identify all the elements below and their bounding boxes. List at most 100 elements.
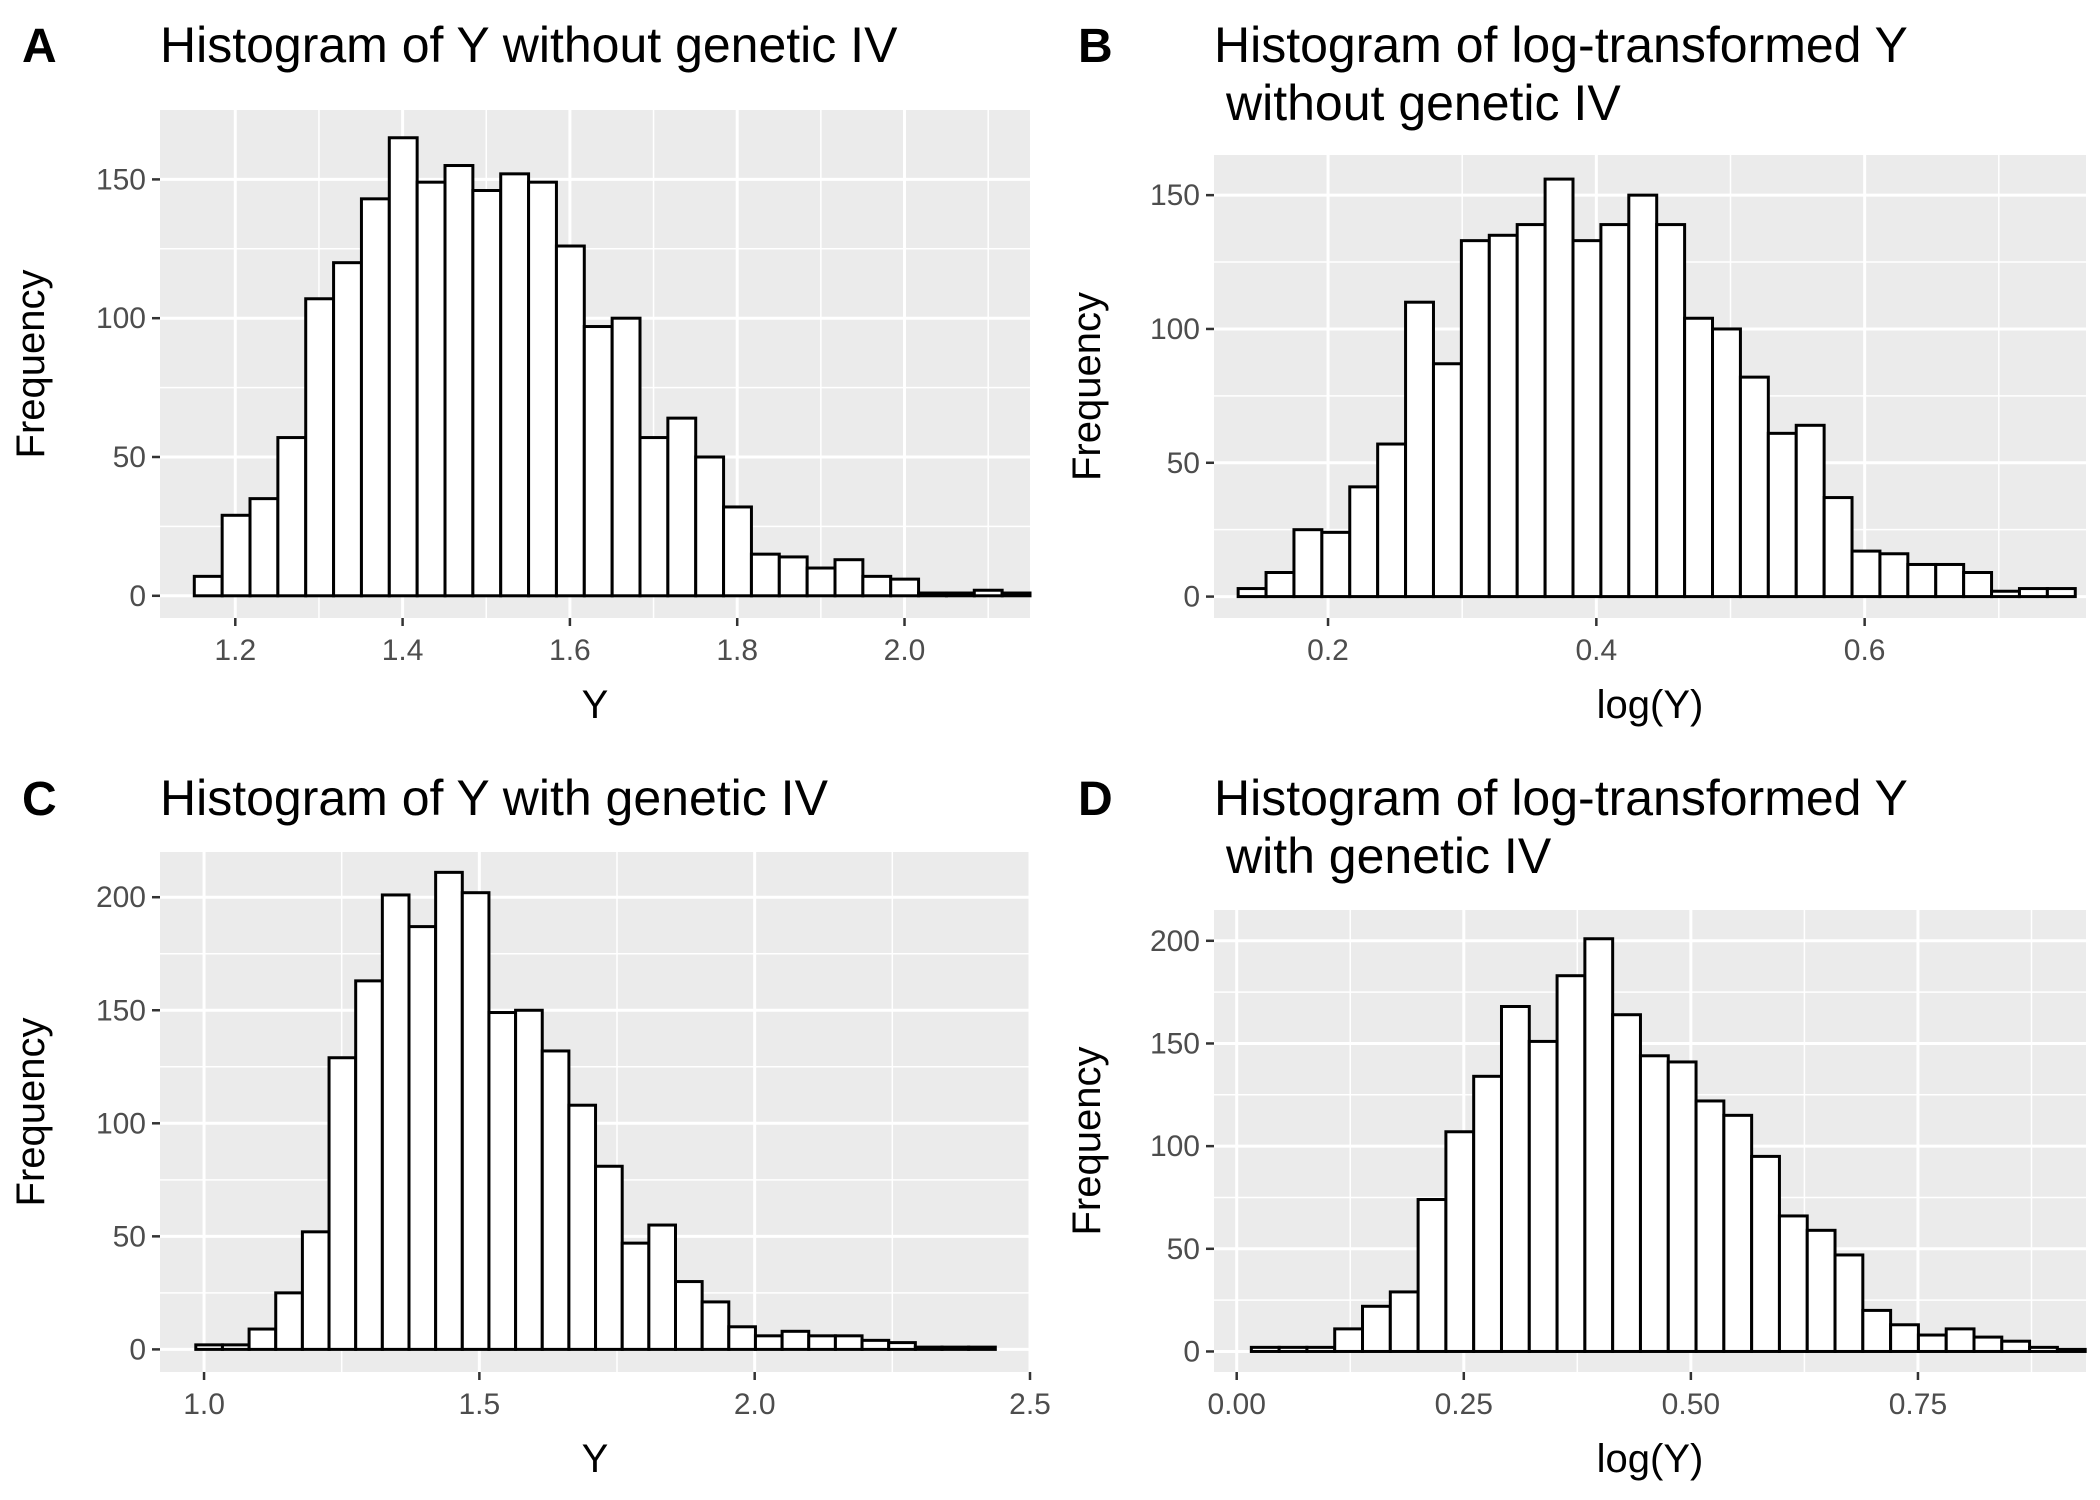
y-tick-label: 100 [1150,313,1200,346]
chart-title: Histogram of Y with genetic IV [160,770,829,826]
histogram-bar [1249,1345,1281,1353]
histogram-bar [1722,1113,1754,1353]
histogram-bar [332,261,363,598]
histogram-bar [1292,528,1324,599]
histogram-bar [620,1241,651,1351]
y-axis-label: Frequency [9,1018,53,1207]
histogram-bar [780,1329,811,1351]
histogram-bar [1527,1039,1559,1353]
histogram-bar [359,197,391,598]
histogram-bar [1627,193,1659,599]
histogram-bar [1264,571,1296,599]
histogram-bar [1990,589,2021,599]
histogram-bar [1431,362,1463,599]
histogram-bar [805,566,837,598]
histogram-bar [487,1011,518,1351]
histogram-bar [1805,1228,1837,1353]
histogram-bar [1833,1253,1865,1353]
x-axis-label: log(Y) [1597,683,1704,727]
histogram-bar [1236,587,1268,599]
histogram-bar [582,325,614,598]
x-tick-label: 1.5 [459,1388,501,1421]
histogram-bar [777,555,809,598]
histogram-bar [1683,316,1715,599]
histogram-bar [940,1345,971,1351]
histogram-bar [1444,1130,1476,1353]
x-tick-label: 0.6 [1844,634,1886,667]
histogram-bar [1972,1335,2004,1353]
x-tick-label: 0.25 [1435,1388,1493,1421]
histogram-bar [647,1223,678,1351]
y-tick-label: 150 [96,163,146,196]
y-tick-label: 0 [129,580,146,613]
y-tick-label: 50 [1167,1233,1200,1266]
histogram-bar [594,1164,624,1351]
histogram-bar [1361,1304,1392,1353]
histogram-bar [1861,1308,1893,1353]
histogram-bar [944,591,976,598]
histogram-bar [527,180,558,598]
y-tick-label: 100 [96,302,146,335]
histogram-bar [1962,571,1994,599]
histogram-bar [666,416,698,598]
histogram-bar [1878,552,1910,599]
x-tick-label: 2.5 [1009,1388,1051,1421]
histogram-bar [1944,1327,1976,1353]
histogram-bar [1934,562,1966,599]
histogram-bar [1515,223,1547,599]
histogram-bar [304,297,336,598]
histogram-bar [380,893,411,1351]
histogram-bar [638,436,670,598]
histogram-bar [1459,239,1491,599]
histogram-bar [554,244,586,598]
y-tick-label: 0 [129,1333,146,1366]
x-tick-label: 1.6 [549,634,591,667]
panel-tag: D [1078,773,1113,826]
histogram-bar [1766,431,1798,599]
y-tick-label: 200 [1150,925,1200,958]
histogram-bar [247,1327,278,1351]
histogram-bar [1277,1345,1309,1353]
histogram-bar [749,552,781,598]
histogram-bar [1794,423,1826,599]
x-tick-label: 1.8 [716,634,758,667]
y-tick-label: 50 [1167,447,1200,480]
chart-title: Histogram of log-transformed Y [1214,770,1908,826]
histogram-bar [1889,1323,1920,1353]
histogram-bar [753,1334,784,1351]
y-tick-label: 150 [96,994,146,1027]
y-tick-label: 100 [96,1107,146,1140]
histogram-bar [2045,587,2077,599]
histogram-bar [1916,1333,1948,1353]
y-tick-label: 50 [113,1220,146,1253]
histogram-bar [972,588,1004,598]
histogram-bar [1388,1290,1420,1353]
histogram-bar [1822,496,1854,599]
x-tick-label: 0.50 [1662,1388,1720,1421]
histogram-bar [861,574,893,598]
histogram-bar [220,513,252,598]
y-axis-label: Frequency [1065,292,1109,481]
histogram-bar [967,1345,997,1351]
histogram-bar [1694,1099,1726,1353]
y-tick-label: 0 [1183,581,1200,614]
histogram-bar [540,1049,571,1351]
panel-tag: C [22,773,57,826]
histogram-bar [192,574,224,598]
y-axis-label: Frequency [1065,1047,1109,1236]
histogram-bar [415,180,447,598]
x-tick-label: 0.4 [1575,634,1617,667]
histogram-bar [610,316,642,598]
histogram-bar [443,164,475,598]
histogram-bar [1777,1214,1809,1353]
histogram-bar [1906,562,1938,599]
histogram-bar [354,979,384,1351]
histogram-bar [1571,239,1603,599]
x-tick-label: 2.0 [884,634,926,667]
histogram-bar [1348,485,1380,599]
histogram-bar [327,1056,358,1351]
histogram-bar [499,172,531,598]
histogram-bar [1555,974,1587,1353]
